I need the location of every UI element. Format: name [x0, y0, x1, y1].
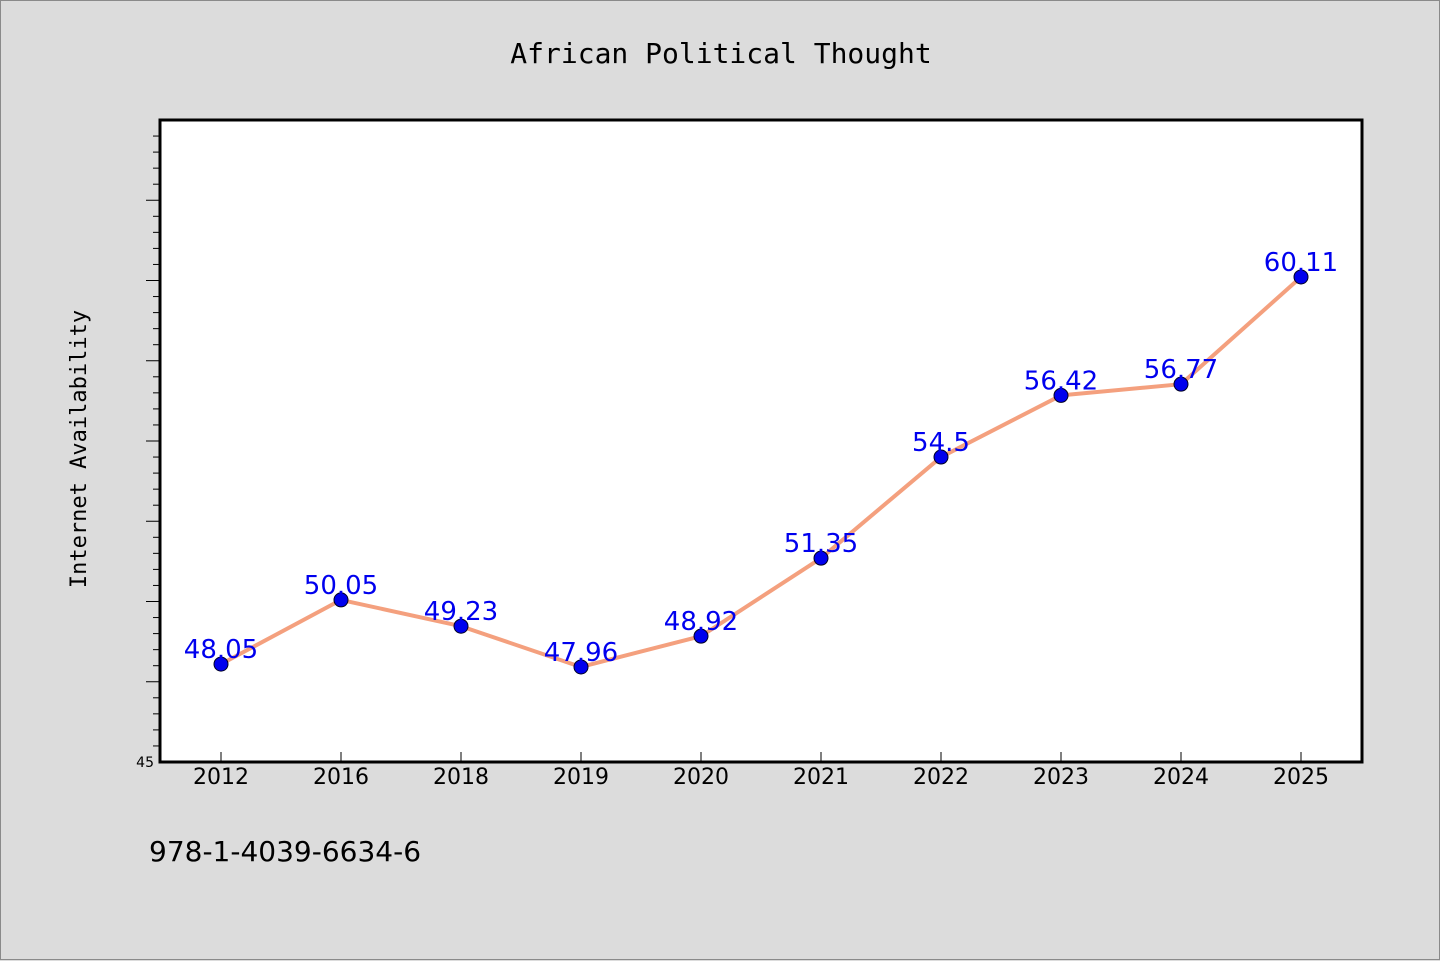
data-label: 48.05	[184, 635, 258, 665]
data-label: 47.96	[544, 638, 618, 668]
data-label: 54.5	[912, 428, 970, 458]
x-tick-label: 2016	[313, 765, 369, 790]
data-point	[573, 659, 589, 675]
x-tick-labels: 2012 2016 2018 2019 2020 2021 2022 2023 2024 2025	[193, 765, 1329, 790]
data-label: 48.92	[664, 607, 738, 637]
x-axis	[220, 752, 1302, 762]
series-layer	[219, 274, 1303, 669]
data-label: 51.35	[784, 529, 858, 559]
data-point	[213, 656, 229, 672]
chart-title: African Political Thought	[510, 37, 931, 70]
marker-layer	[213, 269, 1309, 675]
plot-area	[158, 118, 1364, 764]
x-tick-label: 2018	[433, 765, 489, 790]
series-line	[219, 274, 1303, 669]
x-tick-label: 2023	[1033, 765, 1089, 790]
x-tick-label: 2024	[1153, 765, 1209, 790]
x-tick-label: 2025	[1273, 765, 1329, 790]
data-point	[333, 592, 349, 608]
data-point	[453, 618, 469, 634]
footnote-isbn: 978-1-4039-6634-6	[149, 835, 422, 868]
data-point	[1293, 269, 1309, 285]
y-tick-labels: 45	[136, 755, 154, 771]
data-point	[1173, 376, 1189, 392]
x-tick-label: 2022	[913, 765, 969, 790]
y-tick-label: 45	[136, 755, 154, 771]
data-label: 56.42	[1024, 366, 1098, 396]
data-label: 49.23	[424, 597, 498, 627]
x-tick-label: 2020	[673, 765, 729, 790]
x-tick-label: 2021	[793, 765, 849, 790]
y-axis	[146, 135, 160, 747]
x-tick-label: 2019	[553, 765, 609, 790]
data-point	[813, 550, 829, 566]
data-point	[693, 628, 709, 644]
data-label: 56.77	[1144, 355, 1218, 385]
data-point	[933, 449, 949, 465]
x-tick-label: 2012	[193, 765, 249, 790]
y-axis-label: Internet Availability	[67, 310, 92, 588]
data-label: 50.05	[304, 571, 378, 601]
data-label: 60.11	[1264, 248, 1338, 278]
data-point	[1053, 387, 1069, 403]
data-label-layer: 48.05 50.05 49.23 47.96 48.92 51.35 54.5 56.42 5…	[184, 248, 1338, 668]
